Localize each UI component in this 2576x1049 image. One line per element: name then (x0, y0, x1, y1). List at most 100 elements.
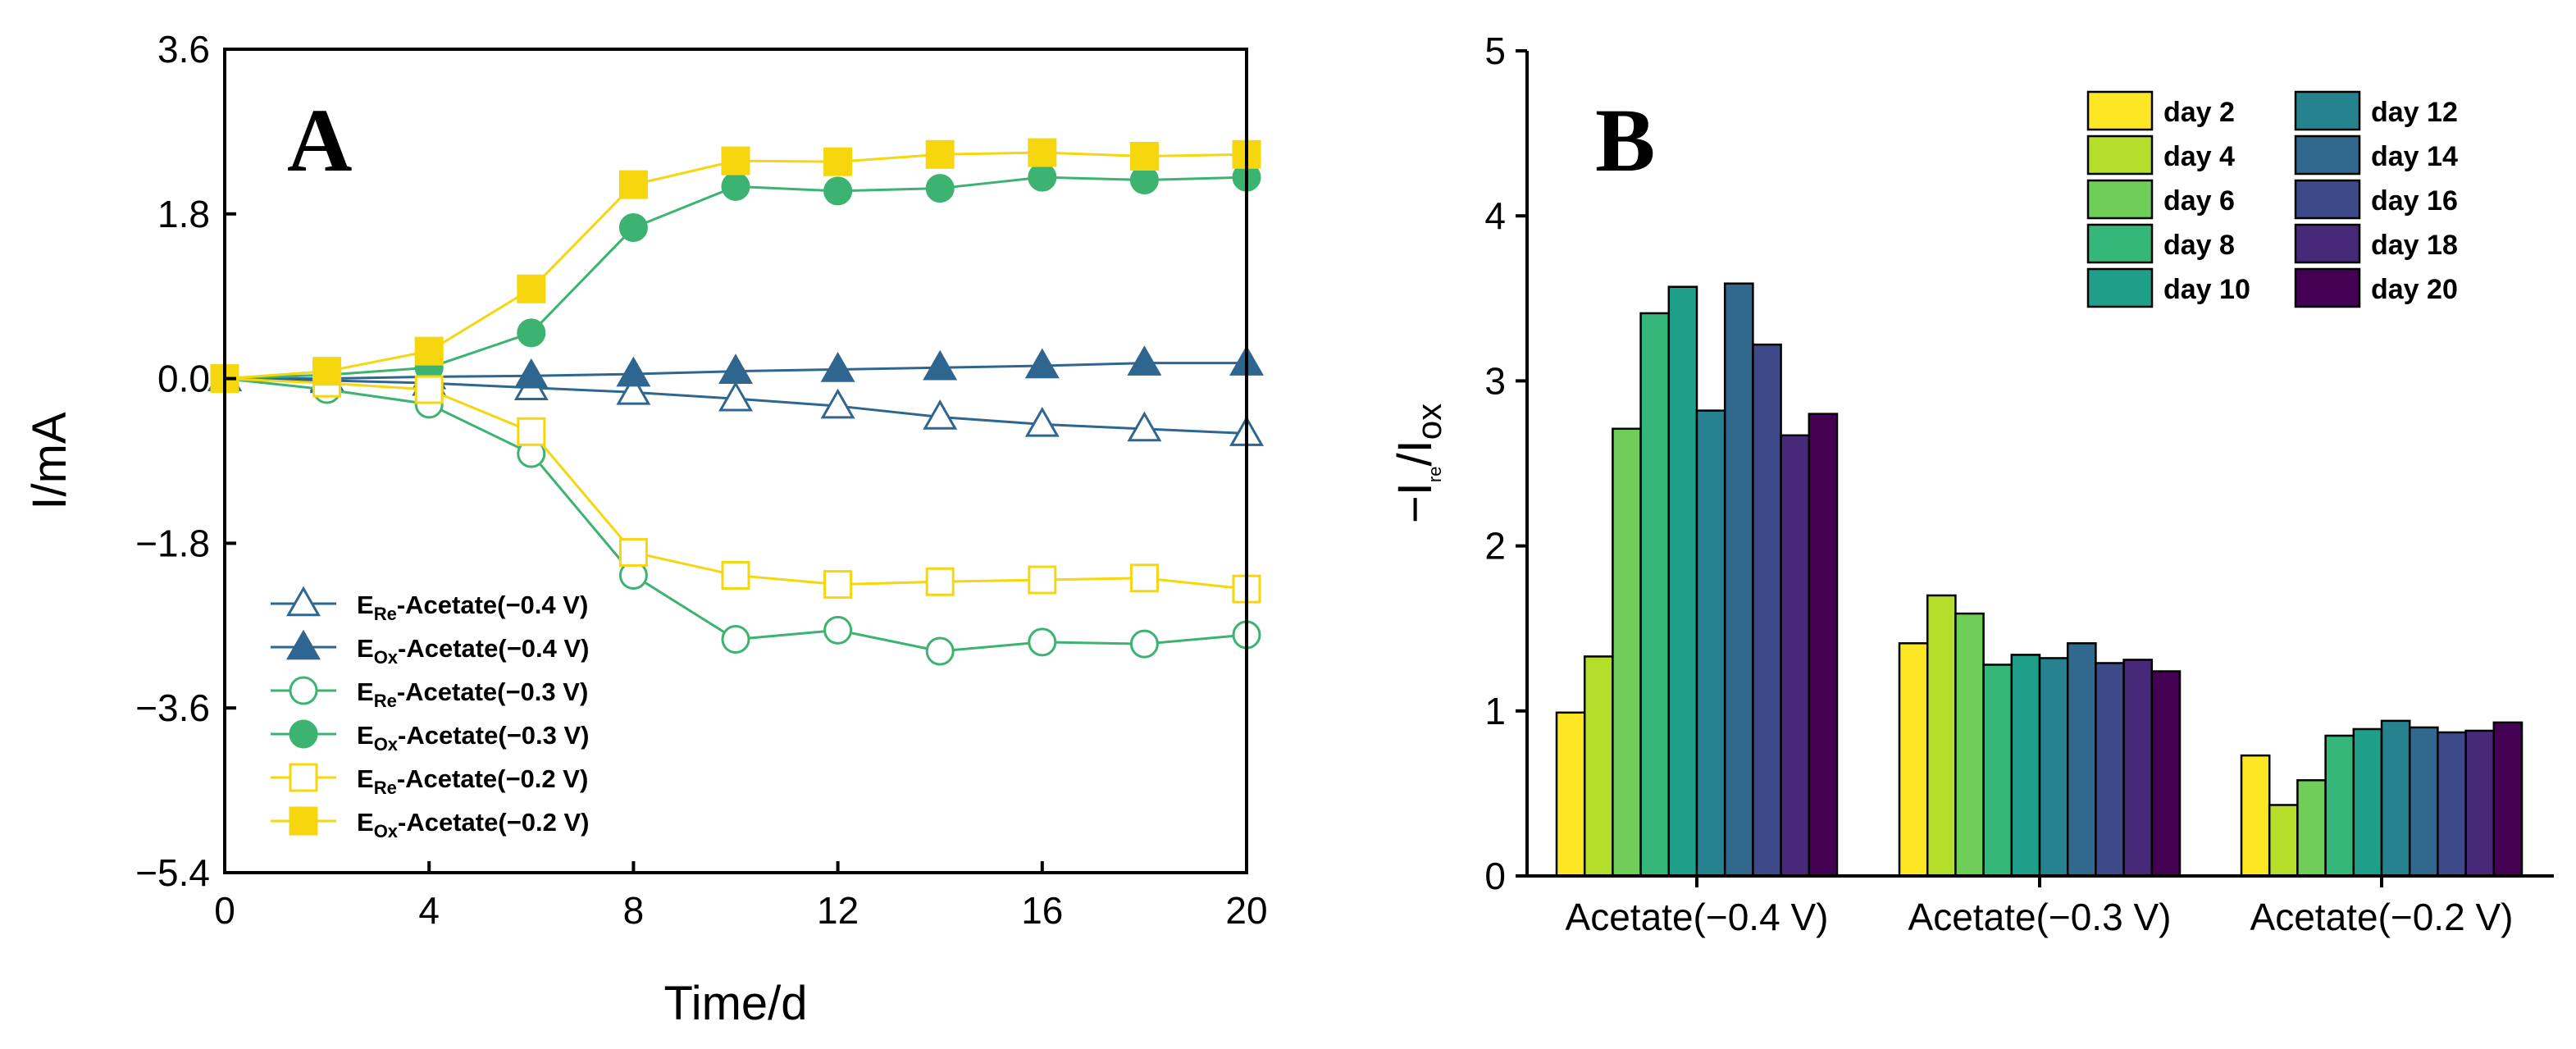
bar-group-2 (2240, 719, 2524, 878)
data-point (1129, 629, 1159, 659)
legend-label: day 12 (2371, 97, 2458, 128)
bar-group-1 (1898, 594, 2182, 878)
panel-b-label: B (1595, 90, 1655, 190)
bar (2464, 729, 2496, 878)
bar (1667, 285, 1698, 878)
data-point (1028, 162, 1057, 192)
legend-label: day 2 (2163, 97, 2235, 128)
data-point (823, 570, 853, 600)
legend-marker (289, 676, 318, 705)
panel-a-series (207, 138, 1264, 666)
data-point (823, 176, 853, 206)
data-point (1129, 166, 1159, 195)
legend-label: ERe-Acetate(−0.2 V) (357, 764, 588, 798)
panel-a-y-title: I/mA (23, 412, 76, 510)
bar (2352, 727, 2383, 878)
y-tick-label: −5.4 (135, 851, 210, 894)
bar (1898, 642, 1929, 878)
legend-label: day 16 (2371, 185, 2458, 217)
y-tick-label: 2 (1484, 525, 1506, 568)
data-point (923, 399, 958, 430)
bar (1926, 594, 1957, 878)
data-point (1028, 565, 1057, 595)
x-tick-label: 20 (1225, 889, 1267, 932)
panel-b-bars (1555, 282, 2524, 878)
legend-label: day 6 (2163, 185, 2235, 217)
data-point (1024, 406, 1060, 437)
data-point (1127, 345, 1162, 376)
bar (2380, 719, 2411, 878)
legend-swatch (2086, 135, 2154, 176)
bar (1982, 664, 2013, 878)
data-point (1129, 142, 1159, 171)
data-point (1024, 348, 1060, 379)
legend-swatch (2294, 135, 2361, 176)
data-point (721, 146, 750, 176)
bar (1808, 413, 1839, 878)
y-tick-label: 3.6 (157, 28, 210, 71)
panel-a-x-ticks: 0 4 8 12 16 20 (214, 861, 1268, 932)
panel-a-x-title: Time/d (663, 977, 807, 1030)
x-tick-label: 0 (214, 889, 235, 932)
legend-label: EOx-Acetate(−0.2 V) (357, 808, 590, 841)
y-tick-label: 3 (1484, 359, 1506, 402)
bar (2095, 662, 2125, 878)
series-line (224, 176, 1247, 381)
panel-a-legend: ERe-Acetate(−0.4 V) EOx-Acetate(−0.4 V) ER… (271, 586, 590, 841)
bar (2268, 804, 2299, 878)
data-point (616, 356, 651, 387)
data-point (618, 213, 648, 243)
panel-a-label: A (287, 90, 352, 190)
legend-marker (289, 806, 318, 836)
bar (2010, 654, 2041, 878)
bar (2066, 642, 2097, 878)
legend-marker (286, 629, 321, 660)
y-tick-label: 0 (1484, 855, 1506, 897)
data-point (820, 352, 855, 382)
data-point (517, 318, 546, 348)
legend-swatch (2086, 90, 2154, 131)
bar (2240, 754, 2271, 878)
data-point (823, 615, 853, 645)
y-tick-label: 0.0 (157, 358, 210, 400)
data-point (1129, 563, 1159, 593)
bar (2038, 657, 2069, 878)
data-point (823, 147, 853, 176)
y-tick-label: 1.8 (157, 193, 210, 235)
legend-label: EOx-Acetate(−0.4 V) (357, 634, 590, 668)
y-tick-label: −3.6 (135, 686, 210, 729)
data-point (414, 336, 444, 366)
series-5 (210, 138, 1261, 394)
legend-label: day 14 (2371, 141, 2458, 172)
data-point (925, 636, 955, 666)
bar (1583, 655, 1614, 878)
data-point (517, 274, 546, 303)
legend-label: day 18 (2371, 230, 2458, 261)
data-point (925, 567, 955, 596)
panel-b-y-ticks: 0 1 2 3 4 5 (1484, 30, 1527, 897)
series-1 (207, 345, 1264, 391)
legend-label: day 8 (2163, 230, 2235, 261)
bar (1612, 427, 1642, 878)
legend-label: day 20 (2371, 274, 2458, 305)
legend-swatch (2086, 179, 2154, 220)
data-point (721, 560, 750, 590)
bar (2324, 734, 2355, 878)
panel-a: 0 4 8 12 16 20 3.6 1.8 0.0 −1.8 −3.6 −5.4 A Time/d… (23, 28, 1268, 1030)
bar (1695, 409, 1726, 878)
y-tick-label: 1 (1484, 690, 1506, 732)
legend-label: day 4 (2163, 141, 2235, 172)
data-point (618, 538, 648, 568)
bar (2150, 670, 2182, 878)
bar (1723, 282, 1754, 878)
bar-group-0 (1555, 282, 1839, 878)
panel-b-legend: day 2 day 4 day 6 day 8 day 10 day 12 day 14 da… (2086, 90, 2458, 308)
legend-marker (289, 763, 318, 792)
bar (1639, 312, 1671, 878)
x-tick-label: 8 (623, 889, 645, 932)
x-tick-label: Acetate(−0.2 V) (2250, 896, 2514, 938)
legend-marker (289, 719, 318, 749)
bar (1954, 612, 1985, 878)
legend-swatch (2294, 223, 2361, 264)
